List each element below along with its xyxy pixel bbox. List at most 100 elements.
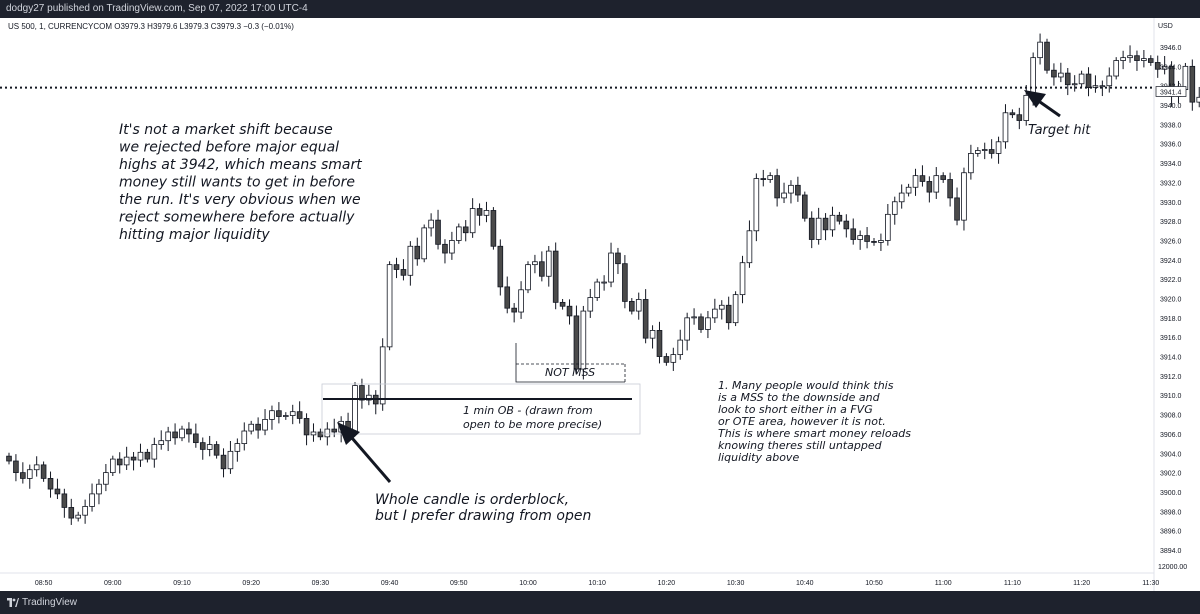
candle	[1099, 80, 1106, 97]
candle	[130, 452, 137, 471]
candle	[497, 239, 504, 296]
candle	[116, 452, 123, 474]
time-tick-label: 09:30	[312, 580, 330, 587]
candle-body	[359, 385, 365, 401]
candle	[89, 483, 95, 512]
candle-body	[947, 179, 953, 199]
price-tick-label: 3940.0	[1160, 103, 1182, 110]
price-tick-label: 3920.0	[1160, 297, 1182, 304]
candle	[158, 430, 165, 450]
candle-body	[725, 304, 732, 324]
candle-body	[442, 243, 448, 254]
candle-body	[635, 299, 642, 312]
candle-body	[324, 428, 331, 438]
price-tick-label: 3932.0	[1160, 180, 1182, 187]
candle-body	[68, 507, 75, 519]
candle-body	[642, 299, 649, 339]
candle-body	[802, 194, 808, 219]
candle	[144, 448, 151, 463]
candle	[559, 298, 566, 310]
candle-body	[331, 428, 338, 433]
candle	[393, 257, 400, 279]
candle	[843, 214, 850, 238]
candle	[490, 207, 497, 250]
candle-body	[276, 410, 282, 417]
candle-body	[559, 301, 566, 307]
candle-body	[767, 175, 773, 180]
candle	[975, 147, 981, 157]
candle-body	[310, 431, 317, 436]
candle	[186, 422, 192, 443]
tradingview-brand: TradingView	[22, 597, 78, 608]
candle-body	[1148, 58, 1154, 63]
candle	[269, 405, 275, 430]
not-mss-label: NOT MSS	[545, 366, 595, 379]
candle	[40, 461, 47, 482]
candle	[608, 242, 614, 288]
candle	[1064, 67, 1071, 96]
candle	[891, 196, 898, 225]
candle	[75, 511, 82, 522]
currency-label: USD	[1158, 23, 1173, 30]
candle-body	[206, 444, 213, 450]
candle-body	[774, 175, 780, 199]
candle-body	[317, 431, 324, 438]
candle	[1196, 86, 1200, 108]
candle	[193, 423, 199, 448]
candle	[532, 254, 538, 274]
candle	[566, 299, 573, 325]
candle	[954, 187, 960, 226]
candle-body	[940, 175, 946, 180]
candle	[712, 298, 718, 323]
candle-body	[795, 184, 801, 196]
candle-body	[864, 235, 870, 242]
candle-body	[172, 431, 178, 439]
candle-body	[227, 450, 234, 470]
candle-body	[61, 493, 68, 508]
price-tick-label: 3912.0	[1160, 374, 1182, 381]
candle	[795, 176, 801, 202]
market-shift-note: It's not a market shift because we reject…	[119, 122, 362, 243]
candle-body	[712, 308, 718, 319]
candle	[1044, 38, 1050, 74]
candle	[746, 220, 753, 268]
candle-body	[1044, 41, 1050, 71]
candle	[179, 425, 185, 442]
candle	[1009, 109, 1016, 119]
time-tick-label: 10:50	[865, 580, 883, 587]
candle-body	[622, 263, 628, 302]
candle-body	[1058, 72, 1064, 78]
orderblock-zone	[321, 383, 641, 435]
candle	[1002, 104, 1009, 149]
candle	[1148, 55, 1154, 66]
orderblock-arrow-head	[337, 422, 360, 445]
candle-body	[449, 240, 455, 254]
price-tick-label: 3904.0	[1160, 451, 1182, 458]
candle-body	[656, 330, 663, 357]
candle-body	[857, 235, 863, 240]
candle	[137, 443, 144, 467]
candle	[698, 313, 704, 333]
price-tick-label: 3924.0	[1160, 258, 1182, 265]
candle	[310, 423, 317, 442]
candle-body	[891, 201, 898, 215]
candle	[414, 237, 421, 266]
candle	[6, 452, 12, 465]
candle	[234, 438, 241, 462]
orderblock-label: 1 min OB - (drawn from open to be more pr…	[463, 404, 602, 431]
chart-area: It's not a market shift because we reject…	[0, 18, 1200, 591]
price-tick-label: 3906.0	[1160, 432, 1182, 439]
candle-body	[829, 214, 836, 231]
candle-body	[878, 240, 884, 243]
candle-body	[193, 433, 199, 444]
candle-body	[705, 317, 711, 330]
candle	[1141, 49, 1147, 68]
candle-body	[1064, 72, 1071, 86]
candle-body	[130, 456, 137, 461]
candle	[912, 168, 919, 196]
candle	[1085, 67, 1092, 97]
candle	[54, 478, 61, 500]
candle-body	[54, 488, 61, 495]
candle-body	[269, 410, 275, 420]
candle-body	[110, 458, 116, 474]
